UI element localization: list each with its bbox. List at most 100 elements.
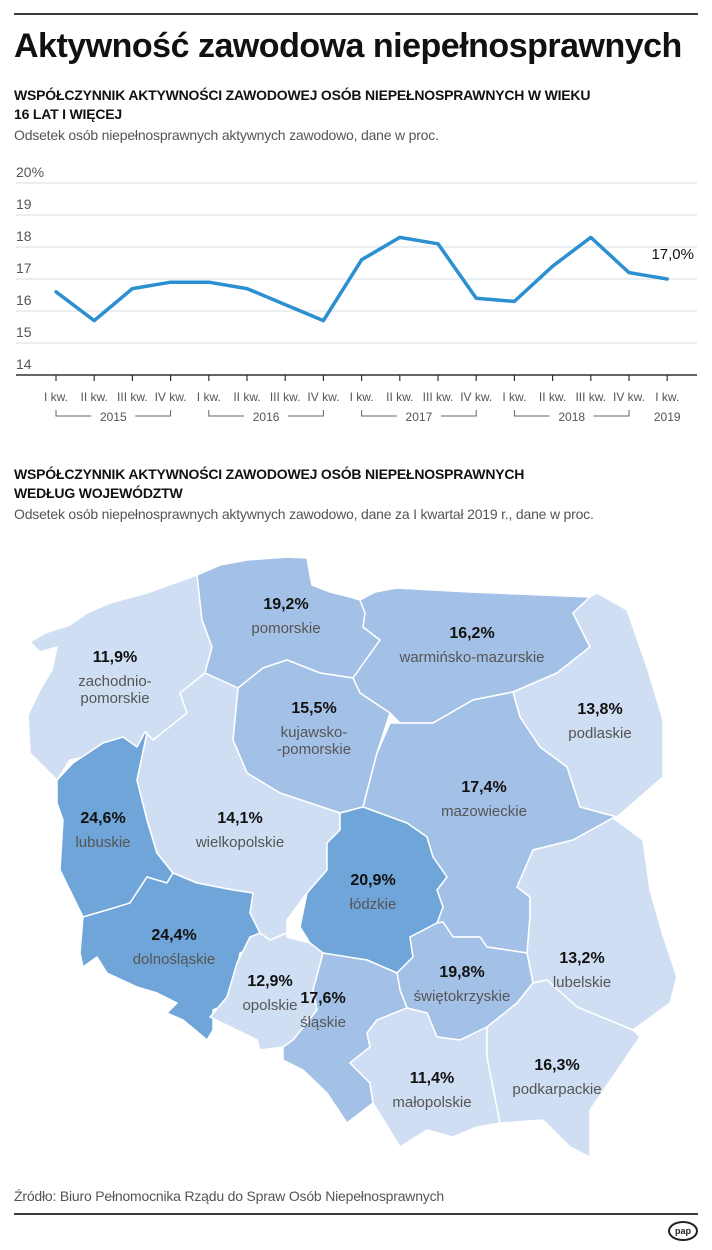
chart-title-line1: WSPÓŁCZYNNIK AKTYWNOŚCI ZAWODOWEJ OSÓB N…: [14, 87, 591, 103]
region-name-label: mazowieckie: [441, 803, 527, 820]
chart-subtitle: Odsetek osób niepełnosprawnych aktywnych…: [14, 127, 439, 143]
year-bracket: [361, 410, 397, 417]
pap-logo: pap: [668, 1221, 698, 1241]
region-malopolskie[interactable]: [349, 1007, 501, 1148]
year-bracket: [593, 410, 630, 417]
year-label: 2015: [100, 410, 127, 424]
data-point: [360, 258, 364, 262]
region-name-label: wielkopolskie: [195, 834, 284, 851]
year-bracket: [135, 410, 172, 417]
data-point: [130, 287, 134, 291]
region-value-label: 13,2%: [559, 950, 604, 967]
data-point: [92, 319, 96, 323]
region-value-label: 20,9%: [350, 872, 395, 889]
y-tick-label: 18: [16, 228, 32, 244]
region-podkarpackie[interactable]: [486, 979, 641, 1158]
data-point: [245, 287, 249, 291]
region-value-label: 11,9%: [93, 649, 137, 666]
map-title-line1: WSPÓŁCZYNNIK AKTYWNOŚCI ZAWODOWEJ OSÓB N…: [14, 466, 525, 482]
data-point: [436, 242, 440, 246]
region-name-label: dolnośląskie: [133, 951, 216, 968]
page-title: Aktywność zawodowa niepełnosprawnych: [14, 27, 682, 65]
x-tick-label: IV kw.: [155, 390, 187, 404]
x-tick-label: I kw.: [44, 390, 68, 404]
region-name-label: kujawsko-: [281, 724, 348, 741]
year-bracket: [513, 410, 550, 417]
data-point: [551, 264, 555, 268]
x-tick-label: III kw.: [423, 390, 454, 404]
region-value-label: 17,4%: [461, 779, 506, 796]
region-value-label: 11,4%: [410, 1070, 454, 1087]
line-chart: 14 15 16 17 18 19 20% I kw. II kw. III kw. IV kw.…: [16, 164, 697, 424]
x-tick-label: III kw.: [117, 390, 148, 404]
x-tick-label: I kw.: [350, 390, 374, 404]
region-value-label: 24,4%: [151, 927, 196, 944]
data-point: [474, 296, 478, 300]
region-name-label: -pomorskie: [277, 741, 351, 758]
data-point: [321, 319, 325, 323]
region-value-label: 14,1%: [217, 810, 262, 827]
x-tick-label: III kw.: [575, 390, 606, 404]
region-wielkopolskie[interactable]: [136, 672, 341, 941]
x-tick-label: II kw.: [81, 390, 108, 404]
region-name-label: podlaskie: [568, 725, 631, 742]
x-tick-label: II kw.: [386, 390, 413, 404]
poland-map: 11,9% zachodnio-pomorskie 19,2% pomorskie 16…: [27, 556, 678, 1158]
y-tick-label: 19: [16, 196, 32, 212]
x-tick-label: II kw.: [233, 390, 260, 404]
region-name-label: pomorskie: [251, 620, 320, 637]
top-rule: [14, 13, 698, 15]
data-point: [627, 271, 631, 275]
year-label: 2017: [406, 410, 433, 424]
year-bracket: [208, 410, 245, 417]
region-value-label: 16,3%: [534, 1057, 579, 1074]
region-name-label: zachodnio-: [78, 673, 151, 690]
region-name-label: lubuskie: [75, 834, 130, 851]
year-label: 2018: [558, 410, 585, 424]
year-bracket: [55, 410, 92, 417]
x-tick-label: II kw.: [539, 390, 566, 404]
year-bracket: [440, 410, 477, 417]
y-tick-label: 17: [16, 260, 32, 276]
x-tick-label: I kw.: [502, 390, 526, 404]
region-value-label: 15,5%: [291, 700, 336, 717]
region-value-label: 19,2%: [263, 596, 308, 613]
y-tick-label: 20%: [16, 164, 44, 180]
data-point: [398, 235, 402, 239]
x-tick-label: III kw.: [270, 390, 301, 404]
region-value-label: 24,6%: [80, 810, 125, 827]
region-name-label: podkarpackie: [512, 1081, 601, 1098]
x-tick-label: I kw.: [197, 390, 221, 404]
data-point: [169, 280, 173, 284]
region-name-label: lubelskie: [553, 974, 611, 991]
region-value-label: 17,6%: [300, 990, 345, 1007]
y-tick-label: 14: [16, 356, 32, 372]
data-point: [54, 290, 58, 294]
region-name-label: śląskie: [300, 1014, 346, 1031]
year-label: 2016: [253, 410, 280, 424]
x-tick-label: IV kw.: [613, 390, 645, 404]
map-title-line2: WEDŁUG WOJEWÓDZTW: [14, 485, 183, 501]
region-name-label: małopolskie: [392, 1094, 471, 1111]
x-tick-label: IV kw.: [460, 390, 492, 404]
region-name-label: opolskie: [242, 997, 297, 1014]
data-point: [589, 235, 593, 239]
region-name-label: świętokrzyskie: [414, 988, 511, 1005]
year-label: 2019: [654, 410, 681, 424]
region-value-label: 16,2%: [449, 625, 494, 642]
region-value-label: 19,8%: [439, 964, 484, 981]
year-bracket: [288, 410, 324, 417]
region-value-label: 13,8%: [577, 701, 622, 718]
data-point: [283, 303, 287, 307]
y-tick-label: 15: [16, 324, 32, 340]
last-value-label: 17,0%: [651, 246, 694, 263]
y-tick-label: 16: [16, 292, 32, 308]
data-point: [207, 280, 211, 284]
region-value-label: 12,9%: [247, 973, 292, 990]
region-name-label: warmińsko-mazurskie: [398, 649, 544, 666]
x-tick-label: IV kw.: [307, 390, 339, 404]
region-name-label: łódzkie: [350, 896, 397, 913]
chart-title-line2: 16 LAT I WIĘCEJ: [14, 106, 122, 122]
region-name-label: pomorskie: [80, 690, 149, 707]
data-point: [512, 299, 516, 303]
